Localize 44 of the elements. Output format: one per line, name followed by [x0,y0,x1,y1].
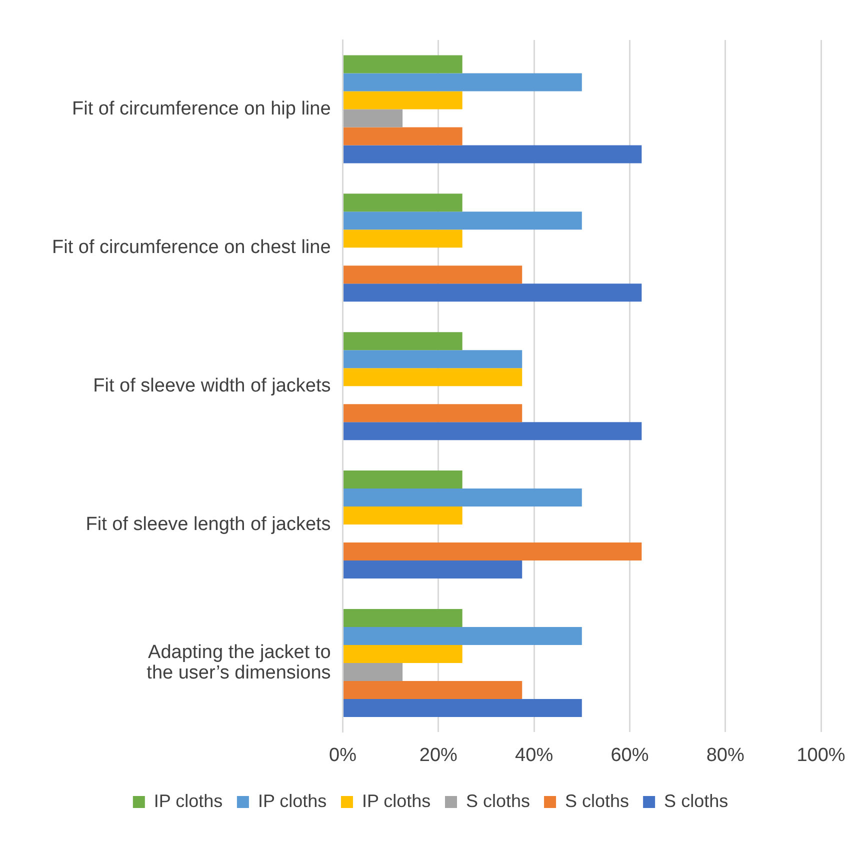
bar [344,284,642,302]
bar [344,73,582,92]
bar [344,332,462,350]
bar [344,608,462,627]
legend-label: S cloths [664,790,728,811]
x-tick-label: 80% [706,744,744,766]
bar [344,194,462,212]
bar [344,542,642,561]
y-tick-label: Fit of circumference on hip line [72,98,331,120]
bar [344,91,462,110]
bar [344,212,582,230]
x-tick-label: 0% [329,744,357,766]
bar [344,109,403,128]
x-tick-label: 20% [419,744,458,766]
bar [344,662,403,681]
bar [344,644,462,663]
bar [344,350,522,368]
legend-label: S cloths [466,790,530,811]
bar [344,488,582,507]
legend-label: IP cloths [362,790,431,811]
bar [344,368,522,386]
bar [344,506,462,525]
y-tick-label: Fit of sleeve width of jackets [93,375,331,396]
bar [344,145,642,164]
legend-label: S cloths [565,790,630,811]
bar [344,230,462,248]
y-tick-label: Fit of circumference on chest line [52,236,331,258]
bar [344,680,522,699]
bar [344,422,642,440]
y-tick-label: Adapting the jacket to the user’s dimensions [146,642,331,684]
bar [344,127,462,146]
legend-label: IP cloths [258,790,327,811]
bar [344,266,522,284]
x-tick-label: 60% [610,744,649,766]
x-tick-label: 100% [796,744,846,766]
bar [344,626,582,645]
legend-label: IP cloths [154,790,223,811]
bar [344,55,462,74]
bar [344,560,522,579]
bar [344,698,582,717]
bar [344,404,522,422]
bar [344,470,462,489]
y-tick-label: Fit of sleeve length of jackets [86,514,331,535]
x-tick-label: 40% [515,744,554,766]
